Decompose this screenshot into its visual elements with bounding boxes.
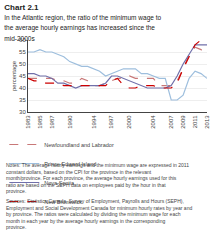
svg-text:Sources: Statistics Canada, Su: Sources: Statistics Canada, Survey of Em… xyxy=(6,198,192,230)
svg-text:New Brunswick: New Brunswick xyxy=(44,199,82,205)
svg-text:2011: 2011 xyxy=(192,115,198,129)
svg-text:30: 30 xyxy=(19,109,26,115)
svg-text:2000: 2000 xyxy=(126,115,132,129)
svg-text:45: 45 xyxy=(19,73,26,79)
svg-text:1987: 1987 xyxy=(49,115,55,129)
svg-text:percentage: percentage xyxy=(11,60,17,91)
svg-text:Prince Edward Island: Prince Edward Island xyxy=(44,161,96,167)
svg-text:Newfoundland and Labrador: Newfoundland and Labrador xyxy=(44,142,114,148)
svg-text:55: 55 xyxy=(19,49,26,55)
svg-text:60: 60 xyxy=(19,37,26,43)
svg-text:1994: 1994 xyxy=(91,115,97,129)
svg-text:1990: 1990 xyxy=(67,115,73,129)
svg-text:35: 35 xyxy=(19,97,26,103)
svg-text:40: 40 xyxy=(19,85,26,91)
svg-text:2009: 2009 xyxy=(180,115,186,129)
svg-text:1983: 1983 xyxy=(25,115,31,129)
svg-text:Nova Scotia: Nova Scotia xyxy=(44,180,75,186)
svg-text:Chart 2.1In the Atlantic regio: Chart 2.1In the Atlantic region, the rat… xyxy=(4,3,161,42)
svg-text:50: 50 xyxy=(19,61,26,67)
svg-text:1985: 1985 xyxy=(37,115,43,129)
svg-text:1997: 1997 xyxy=(108,115,114,129)
svg-text:2013: 2013 xyxy=(204,115,210,129)
svg-text:2004: 2004 xyxy=(150,115,156,129)
svg-text:Notes: The average hourly earn: Notes: The average hourly earnings and t… xyxy=(6,162,189,194)
svg-text:2007: 2007 xyxy=(168,115,174,129)
